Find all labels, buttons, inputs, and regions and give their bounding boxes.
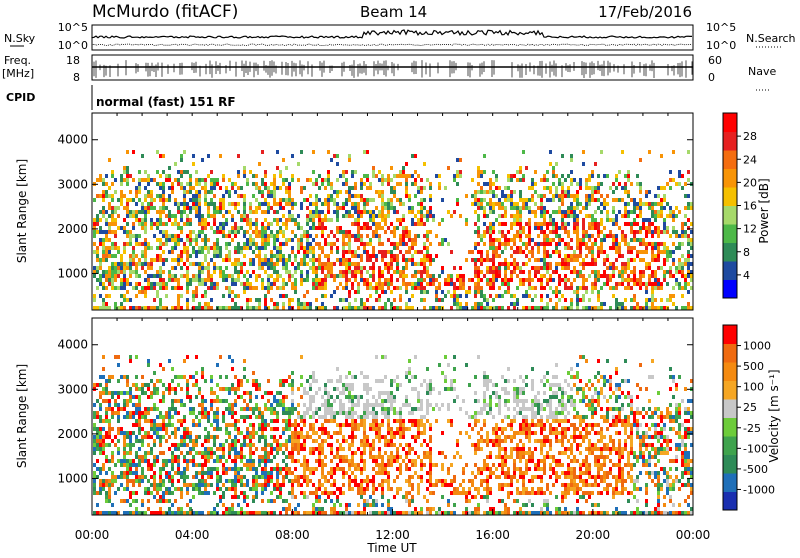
colorbar-segment bbox=[723, 113, 737, 132]
time-tick-label: 08:00 bbox=[275, 528, 310, 542]
beam-title: Beam 14 bbox=[360, 3, 427, 21]
time-tick-label: 00:00 bbox=[676, 528, 711, 542]
colorbar-segment bbox=[723, 169, 737, 188]
colorbar-segment bbox=[723, 325, 737, 344]
colorbar-tick-label: 20 bbox=[743, 176, 757, 189]
colorbar-tick-label: -500 bbox=[743, 463, 768, 476]
colorbar-segment bbox=[723, 455, 737, 474]
range-tick-label: 3000 bbox=[57, 382, 88, 396]
colorbar-tick-label: 16 bbox=[743, 200, 757, 213]
noise-tick-left-bottom: 10^0 bbox=[58, 39, 88, 52]
noise-panel: 10^5 10^0 10^5 10^0 N.Sky N.Search bbox=[4, 21, 796, 52]
colorbar-tick-label: 4 bbox=[743, 269, 750, 282]
cpid-label: CPID bbox=[6, 91, 35, 104]
time-axis-label: Time UT bbox=[366, 541, 417, 554]
colorbar-tick-label: -1000 bbox=[743, 483, 775, 496]
colorbar-tick-label: 500 bbox=[743, 360, 764, 373]
range-tick-label: 4000 bbox=[57, 338, 88, 352]
range-tick-label: 1000 bbox=[57, 471, 88, 485]
nave-tick-top: 60 bbox=[708, 54, 722, 67]
nave-label: Nave bbox=[748, 65, 776, 78]
velocity-colorbar-label: Velocity [m s⁻¹] bbox=[767, 369, 781, 462]
range-tick-label: 4000 bbox=[57, 133, 88, 147]
colorbar-tick-label: 25 bbox=[743, 401, 757, 414]
colorbar-segment bbox=[723, 418, 737, 437]
colorbar-segment bbox=[723, 224, 737, 243]
range-tick-label: 3000 bbox=[57, 177, 88, 191]
freq-tick-bottom: 8 bbox=[73, 71, 80, 84]
noise-tick-right-top: 10^5 bbox=[706, 21, 736, 34]
colorbar-tick-label: 28 bbox=[743, 130, 757, 143]
time-tick-label: 20:00 bbox=[576, 528, 611, 542]
freq-nave-panel: 18 8 60 0 Freq. [MHz] Nave bbox=[2, 54, 776, 90]
colorbar-tick-label: 24 bbox=[743, 153, 757, 166]
colorbar-segment bbox=[723, 381, 737, 400]
range-tick-label: 2000 bbox=[57, 427, 88, 441]
nsearch-label: N.Search bbox=[746, 32, 796, 45]
time-tick-label: 00:00 bbox=[75, 528, 110, 542]
colorbar-segment bbox=[723, 362, 737, 381]
mhz-label: [MHz] bbox=[2, 67, 34, 80]
time-tick-label: 04:00 bbox=[175, 528, 210, 542]
colorbar-tick-label: 100 bbox=[743, 381, 764, 394]
range-tick-label: 2000 bbox=[57, 222, 88, 236]
noise-tick-right-bottom: 10^0 bbox=[706, 39, 736, 52]
colorbar-tick-label: 1000 bbox=[743, 340, 771, 353]
noise-tick-left-top: 10^5 bbox=[58, 21, 88, 34]
colorbar-segment bbox=[723, 492, 737, 511]
station-title: McMurdo (fitACF) bbox=[92, 2, 238, 22]
colorbar-segment bbox=[723, 243, 737, 262]
nave-tick-bottom: 0 bbox=[708, 71, 715, 84]
time-tick-label: 16:00 bbox=[475, 528, 510, 542]
colorbar-segment bbox=[723, 399, 737, 418]
nsky-label: N.Sky bbox=[4, 32, 36, 45]
freq-label: Freq. bbox=[4, 54, 31, 67]
velocity-ylabel: Slant Range [km] bbox=[15, 364, 29, 468]
date-title: 17/Feb/2016 bbox=[598, 3, 692, 21]
colorbar-segment bbox=[723, 150, 737, 169]
freq-tick-top: 18 bbox=[66, 54, 80, 67]
time-tick-label: 12:00 bbox=[375, 528, 410, 542]
colorbar-segment bbox=[723, 132, 737, 151]
colorbar-segment bbox=[723, 206, 737, 225]
colorbar-segment bbox=[723, 344, 737, 363]
power-ylabel: Slant Range [km] bbox=[15, 159, 29, 263]
colorbar-segment bbox=[723, 473, 737, 492]
colorbar-segment bbox=[723, 280, 737, 299]
colorbar-segment bbox=[723, 261, 737, 280]
colorbar-tick-label: -25 bbox=[743, 422, 761, 435]
power-colorbar-label: Power [dB] bbox=[757, 178, 771, 243]
power-panel: 4000 3000 2000 1000 Slant Range [km] 28 24 20… bbox=[15, 113, 771, 310]
cpid-text: normal (fast) 151 RF bbox=[96, 95, 236, 109]
colorbar-segment bbox=[723, 436, 737, 455]
colorbar-tick-label: 8 bbox=[743, 246, 750, 259]
colorbar-segment bbox=[723, 187, 737, 206]
range-tick-label: 1000 bbox=[57, 266, 88, 280]
colorbar-tick-label: -100 bbox=[743, 442, 768, 455]
colorbar-tick-label: 12 bbox=[743, 223, 757, 236]
velocity-panel: 4000 3000 2000 1000 Slant Range [km] 1000 50… bbox=[15, 318, 781, 515]
